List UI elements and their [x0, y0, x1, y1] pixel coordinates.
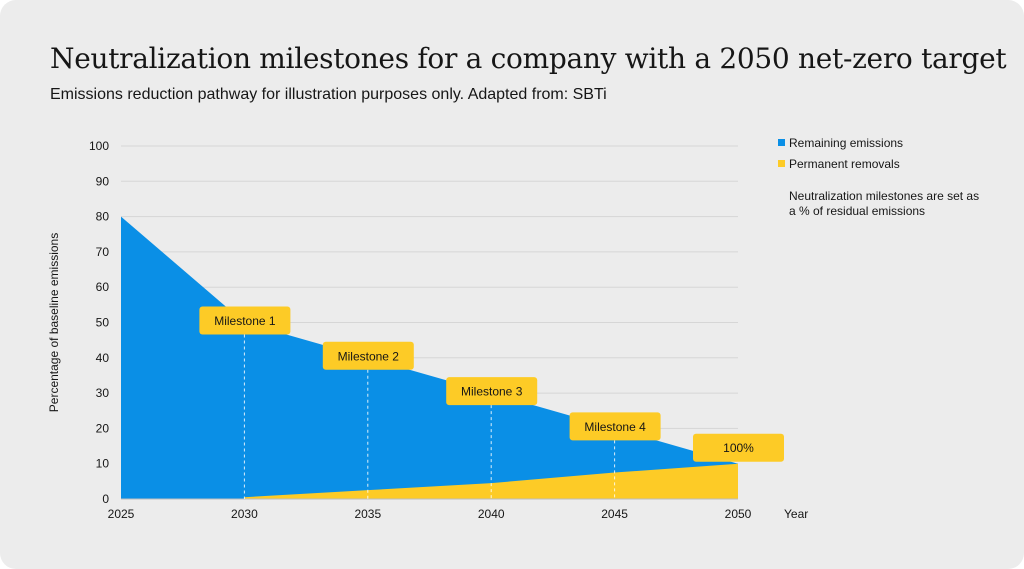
milestone-callout-label: 100%	[723, 441, 754, 455]
x-tick-label: 2035	[354, 507, 381, 521]
legend-item-removals: Permanent removals	[778, 153, 1008, 174]
x-tick-label: 2025	[108, 507, 135, 521]
milestone-callout-label: Milestone 1	[214, 314, 276, 328]
legend-label-remaining: Remaining emissions	[789, 135, 904, 150]
y-tick-label: 60	[96, 280, 110, 294]
chart-subtitle: Emissions reduction pathway for illustra…	[50, 86, 607, 103]
y-tick-label: 40	[96, 351, 110, 365]
y-tick-label: 100	[89, 139, 109, 153]
legend-swatch-remaining	[778, 139, 785, 146]
y-tick-label: 70	[96, 245, 110, 259]
x-tick-label: 2040	[478, 507, 505, 521]
legend-swatch-removals	[778, 160, 785, 167]
y-axis-title: Percentage of baseline emissions	[47, 233, 61, 412]
milestone-callout-box	[322, 341, 414, 370]
x-axis-title: Year	[784, 507, 808, 521]
y-tick-label: 10	[96, 457, 110, 471]
x-tick-label: 2045	[601, 507, 628, 521]
milestone-callout-box	[693, 433, 784, 462]
legend-note: Neutralization milestones are set as a %…	[789, 189, 980, 218]
x-tick-label: 2050	[725, 507, 752, 521]
chart-title: Neutralization milestones for a company …	[50, 42, 1007, 75]
milestone-callout-box	[199, 306, 291, 335]
x-tick-label: 2030	[231, 507, 258, 521]
milestone-callout-label: Milestone 4	[584, 420, 646, 434]
y-tick-label: 50	[96, 316, 110, 330]
y-tick-label: 30	[96, 386, 110, 400]
legend: Remaining emissions Permanent removals N…	[778, 132, 1008, 219]
milestone-callout-label: Milestone 2	[338, 349, 400, 363]
legend-item-remaining: Remaining emissions	[778, 132, 1008, 153]
y-tick-label: 80	[96, 210, 110, 224]
y-tick-label: 90	[96, 174, 110, 188]
y-tick-label: 0	[102, 492, 109, 506]
milestone-callout-box	[446, 377, 538, 406]
milestone-callout-label: Milestone 3	[461, 385, 523, 399]
legend-label-removals: Permanent removals	[789, 156, 900, 171]
y-tick-label: 20	[96, 421, 110, 435]
milestone-callout-box	[569, 412, 661, 441]
